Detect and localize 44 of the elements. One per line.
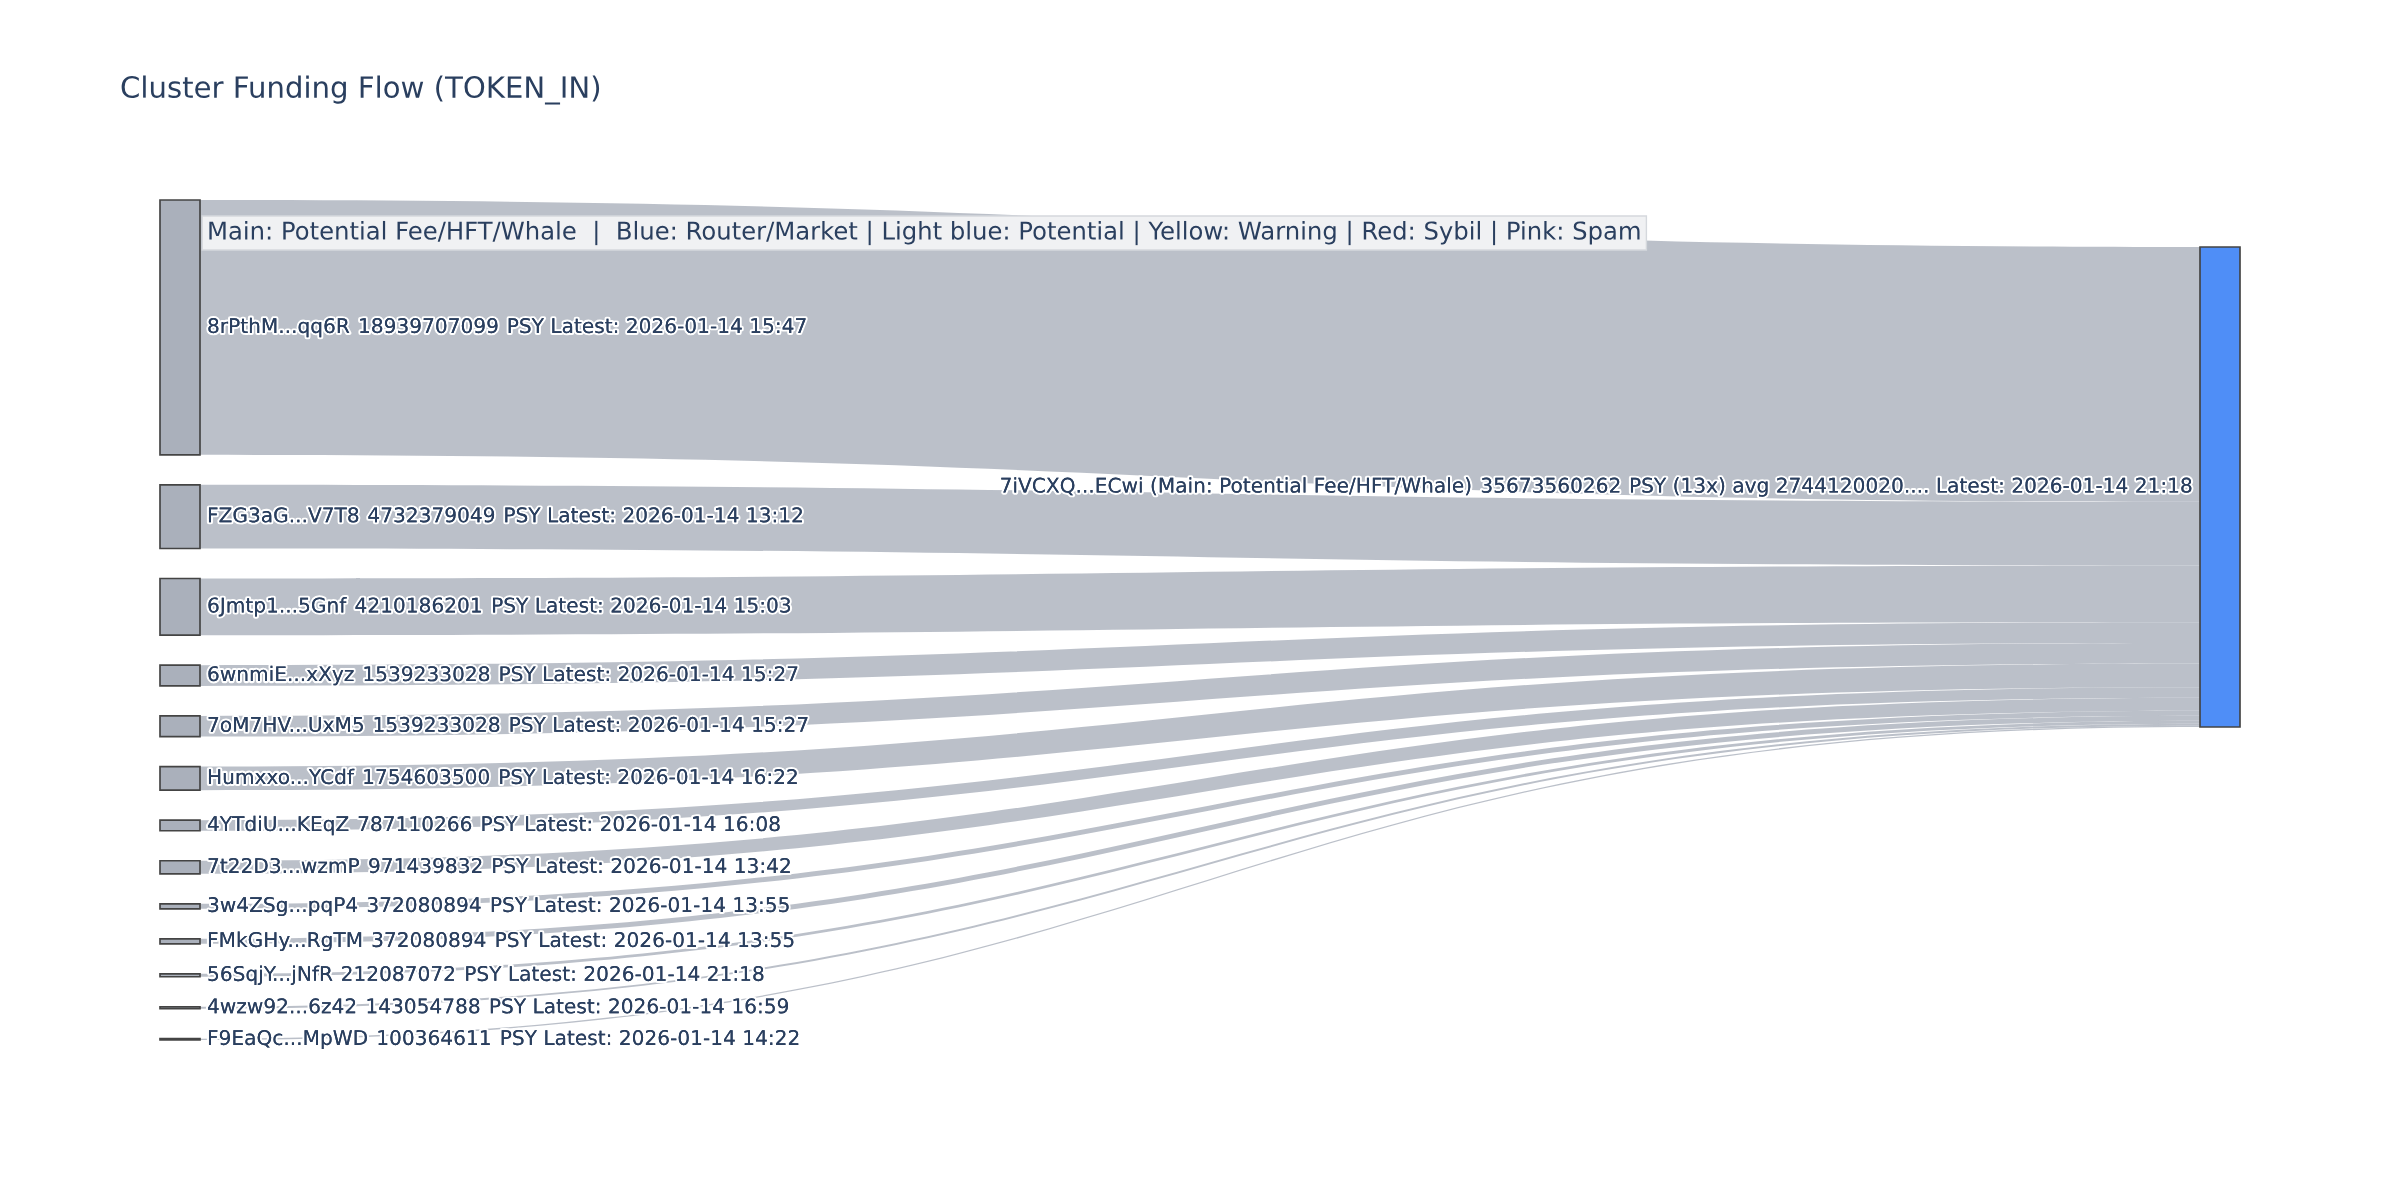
category-label: 7oM7HV...UxM5 [208, 717, 363, 733]
data-label: 212087072 [342, 965, 454, 982]
data-label: 1539233028 [374, 716, 500, 733]
data-label: 372080894 [372, 931, 486, 948]
category-label: FZG3aG...V7T8 [208, 507, 359, 523]
text: PSY Latest: 2026-01-14 14:22 [501, 1029, 799, 1046]
text: PSY Latest: 2026-01-14 15:03 [493, 597, 791, 613]
category-label: 56SqjY...jNfR [208, 965, 333, 986]
category-label: F9EaQc...MpWD [208, 1029, 367, 1050]
category-label: 7t22D3...wzmP [208, 857, 359, 874]
data-label: 35673560262 [1481, 477, 1620, 493]
category-label: 6wnmiE...xXyz [208, 665, 354, 686]
text: PSY Latest: 2026-01-14 15:27 [500, 666, 798, 682]
text: PSY Latest: 2026-01-14 15:27 [510, 716, 808, 733]
data-label: 4210186201 [355, 597, 481, 613]
data-label: 18939707099 [360, 318, 498, 334]
data-label: 787110266 [358, 816, 472, 832]
category-label: FMkGHy...RgTM [208, 931, 362, 952]
text: PSY Latest: 2026-01-14 13:55 [491, 896, 789, 913]
category-label: 3w4ZSg...pqP4 [208, 896, 358, 917]
category-label: 4YTdiU...KEqZ [207, 815, 349, 836]
data-label: 4732379049 [368, 507, 495, 523]
category-label: Humxxo...YCdf [208, 768, 355, 785]
text: PSY Latest: 2026-01-14 13:12 [505, 507, 802, 523]
text: PSY Latest: 2026-01-14 21:18 [466, 965, 764, 982]
data-label: 971439832 [369, 857, 482, 874]
text: Main: Potential Fee/HFT/Whale | Blue: Router/Market | Light blue: Potential | Yellow: Warning | Red: Sybil | Pink: Spam [209, 220, 1640, 246]
category-label: 7iVCXQ...ECwi (Main: Potential Fee/HFT/Whale) [1001, 477, 1471, 496]
category-label: 4wzw92...6z42 [207, 998, 356, 1014]
text: PSY Latest: 2026-01-14 16:59 [490, 998, 788, 1014]
data-label: 1539233028 [364, 666, 490, 682]
data-label: 372080894 [367, 896, 481, 913]
text: PSY Latest: 2026-01-14 16:08 [482, 816, 780, 832]
text: PSY Latest: 2026-01-14 16:22 [500, 769, 797, 785]
data-label: 143054788 [367, 998, 480, 1014]
text: PSY Latest: 2026-01-14 15:47 [508, 318, 806, 334]
text: PSY (13x) avg 2744120020.... Latest: 2026-01-14 21:18 [1630, 477, 2192, 497]
text: Cluster Funding Flow (TOKEN_IN) [121, 75, 600, 105]
text: PSY Latest: 2026-01-14 13:42 [493, 857, 790, 874]
data-label: 1754603500 [364, 769, 489, 785]
category-label: 8rPthM...qq6R [208, 317, 350, 338]
category-label: 6Jmtp1...5Gnf [208, 597, 347, 617]
text: PSY Latest: 2026-01-14 13:55 [496, 931, 794, 948]
data-label: 100364611 [378, 1029, 490, 1046]
